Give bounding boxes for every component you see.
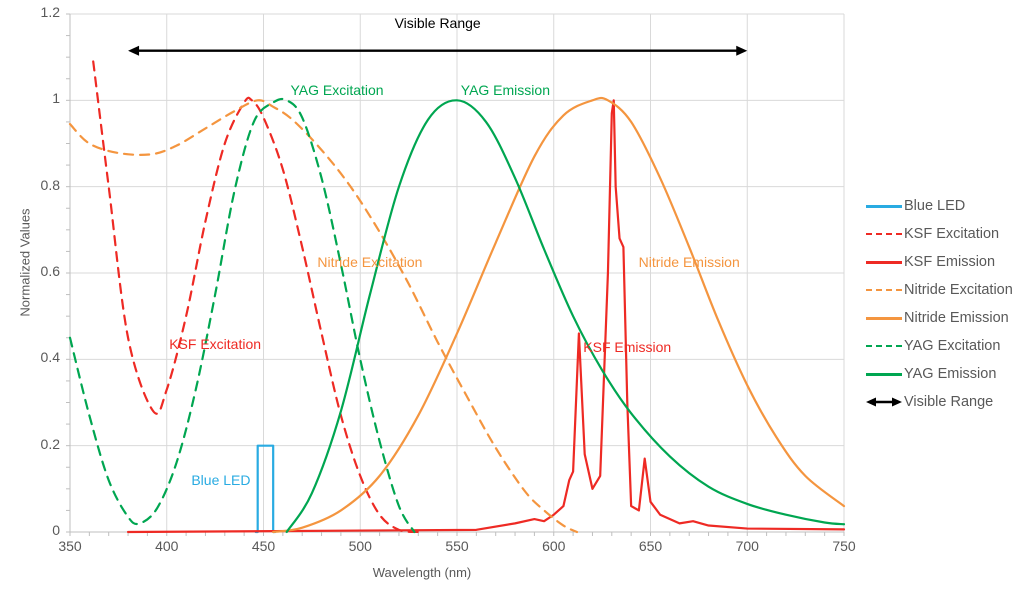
legend-item-blue-led[interactable]: Blue LED: [866, 192, 1032, 220]
legend-swatch-icon: [866, 339, 902, 353]
annotation-ksf-excitation: KSF Excitation: [169, 336, 262, 353]
legend-label: YAG Emission: [904, 366, 997, 382]
legend-swatch-icon: [866, 255, 902, 269]
legend-swatch-icon: [866, 395, 902, 409]
annotation-yag-emission: YAG Emission: [460, 81, 550, 98]
legend-item-visible-range[interactable]: Visible Range: [866, 388, 1032, 416]
chart-legend: Blue LED KSF Excitation KSF Emission Nitrid…: [866, 192, 1032, 416]
legend-swatch-icon: [866, 199, 902, 213]
series-yag-excitation: [68, 97, 416, 534]
x-axis-title: Wavelength (nm): [372, 565, 472, 580]
legend-label: Blue LED: [904, 198, 966, 214]
series-nitride-excitation: [68, 99, 579, 534]
legend-item-nitride-excitation[interactable]: Nitride Excitation: [866, 276, 1032, 304]
series-ksf-emission: [126, 99, 846, 534]
legend-label: KSF Excitation: [904, 226, 1000, 242]
series-ksf-excitation: [92, 60, 420, 534]
annotation-nitride-emission: Nitride Emission: [638, 254, 740, 271]
legend-item-nitride-emission[interactable]: Nitride Emission: [866, 304, 1032, 332]
x-tick-600: 600: [542, 538, 566, 554]
y-tick-0.6: 0.6: [40, 263, 60, 279]
legend-item-yag-emission[interactable]: YAG Emission: [866, 360, 1032, 388]
legend-swatch-icon: [866, 311, 902, 325]
y-tick-1: 1: [52, 90, 60, 107]
legend-label: YAG Excitation: [904, 338, 1001, 354]
series-yag-emission: [285, 99, 846, 534]
x-tick-350: 350: [58, 538, 82, 554]
visible-range-arrow: [128, 45, 748, 56]
x-tick-550: 550: [445, 538, 469, 554]
y-tick-0.4: 0.4: [40, 349, 60, 366]
legend-item-ksf-excitation[interactable]: KSF Excitation: [866, 220, 1032, 248]
legend-label: KSF Emission: [904, 254, 996, 270]
annotation-yag-excitation: YAG Excitation: [290, 81, 384, 98]
series-blue-led: [254, 444, 277, 534]
legend-swatch-icon: [866, 367, 902, 381]
legend-label: Visible Range: [904, 394, 994, 410]
legend-item-ksf-emission[interactable]: KSF Emission: [866, 248, 1032, 276]
legend-swatch-icon: [866, 227, 902, 241]
x-tick-450: 450: [251, 538, 276, 554]
x-tick-400: 400: [155, 538, 179, 554]
series-nitride-emission: [272, 96, 846, 534]
annotation-blue-led: Blue LED: [191, 472, 251, 489]
legend-label: Nitride Excitation: [904, 282, 1013, 298]
x-tick-500: 500: [348, 538, 372, 554]
grid-lines: [69, 13, 845, 533]
axis-lines: [66, 13, 845, 536]
x-tick-700: 700: [735, 538, 759, 554]
legend-item-yag-excitation[interactable]: YAG Excitation: [866, 332, 1032, 360]
x-tick-650: 650: [638, 538, 663, 554]
y-tick-1.2: 1.2: [40, 4, 60, 20]
annotation-nitride-excitation: Nitride Excitation: [317, 254, 423, 271]
data-series: [68, 60, 846, 534]
y-tick-0: 0: [52, 522, 60, 538]
legend-label: Nitride Emission: [904, 310, 1009, 326]
annotation-visible-range: Visible Range: [394, 14, 481, 31]
annotation-ksf-emission: KSF Emission: [583, 338, 672, 355]
y-tick-0.2: 0.2: [40, 435, 60, 452]
y-tick-0.8: 0.8: [40, 176, 60, 193]
x-tick-750: 750: [832, 538, 856, 554]
legend-swatch-icon: [866, 283, 902, 297]
